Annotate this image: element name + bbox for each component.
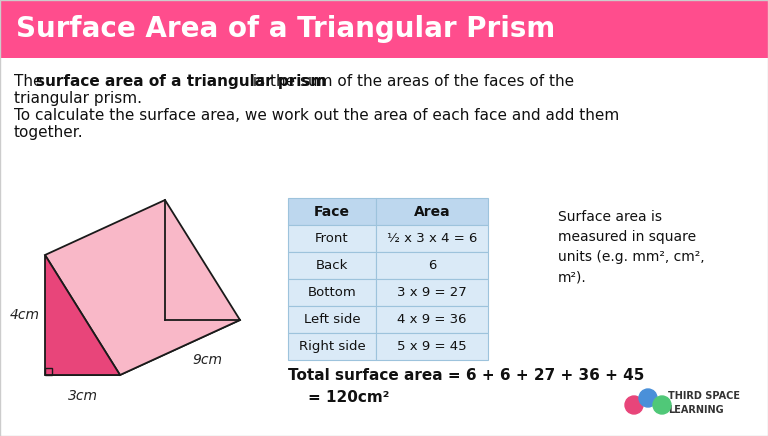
Text: triangular prism.: triangular prism. [14,91,142,106]
FancyBboxPatch shape [288,333,376,360]
Polygon shape [45,255,120,375]
FancyBboxPatch shape [376,306,488,333]
FancyBboxPatch shape [376,225,488,252]
Text: 3 x 9 = 27: 3 x 9 = 27 [397,286,467,299]
Text: Front: Front [315,232,349,245]
FancyBboxPatch shape [288,279,376,306]
FancyBboxPatch shape [0,0,768,58]
FancyBboxPatch shape [376,252,488,279]
Polygon shape [45,320,240,375]
Text: Surface area is
measured in square
units (e.g. mm², cm²,
m²).: Surface area is measured in square units… [558,210,704,284]
FancyBboxPatch shape [288,225,376,252]
Text: 6: 6 [428,259,436,272]
Text: THIRD SPACE
LEARNING: THIRD SPACE LEARNING [668,391,740,415]
Text: 5cm: 5cm [112,296,143,310]
Text: Total surface area = 6 + 6 + 27 + 36 + 45: Total surface area = 6 + 6 + 27 + 36 + 4… [288,368,644,383]
Text: 4cm: 4cm [10,308,40,322]
Text: 5 x 9 = 45: 5 x 9 = 45 [397,340,467,353]
FancyBboxPatch shape [376,279,488,306]
Text: Left side: Left side [303,313,360,326]
FancyBboxPatch shape [0,58,768,436]
Text: Face: Face [314,204,350,218]
Text: 3cm: 3cm [68,389,98,403]
FancyBboxPatch shape [288,306,376,333]
Text: Area: Area [414,204,450,218]
Text: = 120cm²: = 120cm² [308,390,389,405]
Text: Back: Back [316,259,348,272]
Text: Right side: Right side [299,340,366,353]
Text: is the sum of the areas of the faces of the: is the sum of the areas of the faces of … [248,74,574,89]
Text: The: The [14,74,48,89]
Text: ½ x 3 x 4 = 6: ½ x 3 x 4 = 6 [387,232,477,245]
Text: Surface Area of a Triangular Prism: Surface Area of a Triangular Prism [16,15,555,43]
FancyBboxPatch shape [376,198,488,225]
Circle shape [639,389,657,407]
Text: 4 x 9 = 36: 4 x 9 = 36 [397,313,467,326]
Circle shape [653,396,671,414]
FancyBboxPatch shape [288,198,376,225]
Circle shape [625,396,643,414]
FancyBboxPatch shape [376,333,488,360]
FancyBboxPatch shape [288,252,376,279]
Text: together.: together. [14,125,84,140]
Text: Bottom: Bottom [308,286,356,299]
Text: To calculate the surface area, we work out the area of each face and add them: To calculate the surface area, we work o… [14,108,619,123]
Polygon shape [45,200,240,375]
Text: 9cm: 9cm [192,352,222,367]
Text: surface area of a triangular prism: surface area of a triangular prism [36,74,326,89]
